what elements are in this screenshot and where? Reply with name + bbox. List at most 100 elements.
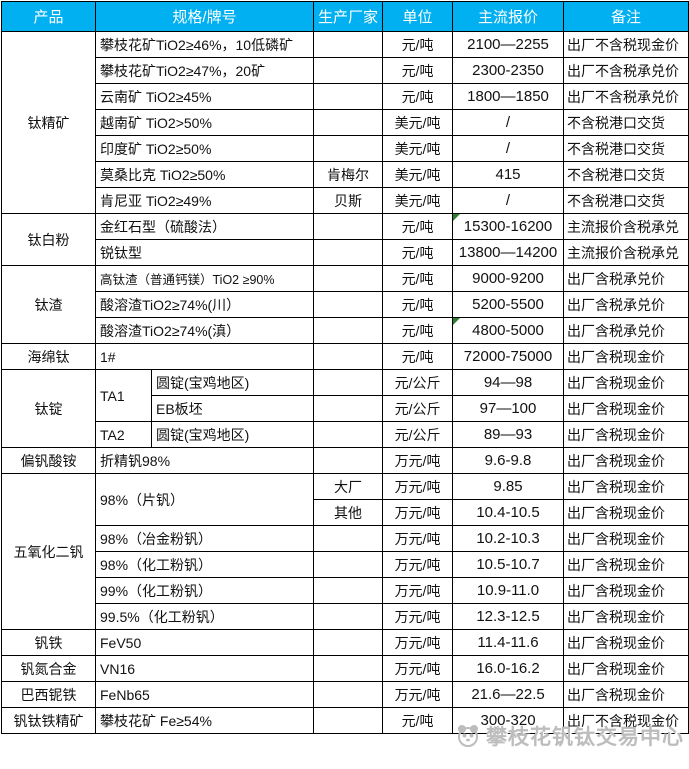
spec-cell: 高钛渣（普通钙镁）TiO2 ≥90% [94, 265, 315, 292]
table-row: 越南矿 TiO2>50% 美元/吨 / 不含税港口交货 [2, 109, 689, 136]
maker-cell [313, 551, 384, 578]
maker-cell [313, 421, 384, 448]
maker-cell [313, 213, 384, 240]
spec-cell: 酸溶渣TiO2≥74%(滇） [94, 317, 315, 344]
price-cell: 97—100 [452, 395, 565, 422]
price-cell: 10.5-10.7 [452, 551, 565, 578]
spec-grade-cell: TA2 [95, 421, 152, 448]
product-cell: 偏钒酸铵 [1, 447, 96, 474]
spec-form-cell: EB板坯 [150, 395, 315, 422]
note-cell: 出厂含税现金价 [563, 681, 689, 708]
maker-cell: 肯梅尔 [313, 161, 384, 188]
note-cell: 出厂含税现金价 [563, 395, 689, 422]
maker-cell: 贝斯 [313, 187, 384, 214]
watermark: 攀枝花钒钛交易中心 [455, 721, 684, 751]
maker-cell [313, 629, 384, 656]
maker-cell [313, 369, 384, 396]
spec-cell: 云南矿 TiO2≥45% [94, 83, 315, 110]
unit-cell: 万元/吨 [382, 525, 454, 552]
price-cell: 94—98 [452, 369, 565, 396]
note-cell: 出厂含税承兑价 [563, 291, 689, 318]
unit-cell: 万元/吨 [382, 655, 454, 682]
unit-cell: 万元/吨 [382, 499, 454, 526]
spec-cell: 1# [94, 343, 315, 370]
spec-cell: 折精钒98% [94, 447, 315, 474]
product-cell: 钛渣 [1, 265, 96, 344]
table-row: 肯尼亚 TiO2≥49% 贝斯 美元/吨 / 不含税港口交货 [2, 187, 689, 214]
spec-cell: 莫桑比克 TiO2≥50% [94, 161, 315, 188]
col-header-unit: 单位 [382, 1, 454, 32]
maker-cell [313, 343, 384, 370]
price-cell: 5200-5500 [452, 291, 565, 318]
table-row: 钒氮合金 VN16 万元/吨 16.0-16.2 出厂含税现金价 [1, 655, 689, 682]
table-row: 五氧化二钒 98%（片钒） 大厂 万元/吨 9.85 出厂含税现金价 [1, 473, 689, 630]
col-header-product: 产品 [1, 1, 96, 32]
unit-cell: 元/吨 [382, 291, 454, 318]
note-cell: 出厂不含税现金价 [563, 31, 689, 58]
price-cell: 15300-16200 [452, 213, 565, 240]
product-cell: 钛白粉 [1, 213, 96, 266]
table-row: 酸溶渣TiO2≥74%(滇） 元/吨 4800-5000 出厂含税承兑价 [2, 317, 689, 344]
table-row: 99%（化工粉钒） 万元/吨 10.9-11.0 出厂含税现金价 [2, 577, 689, 604]
note-cell: 出厂含税现金价 [563, 577, 689, 604]
unit-cell: 万元/吨 [382, 447, 454, 474]
maker-cell [313, 109, 384, 136]
unit-cell: 元/公斤 [382, 421, 454, 448]
table-row: 钛白粉 金红石型（硫酸法） 元/吨 15300-16200 主流报价含税承兑 [1, 213, 689, 266]
note-cell: 不含税港口交货 [563, 187, 689, 214]
note-cell: 出厂含税现金价 [563, 603, 689, 630]
maker-cell: 大厂 [313, 473, 384, 500]
spec-cell: 越南矿 TiO2>50% [94, 109, 315, 136]
product-cell: 五氧化二钒 [1, 473, 96, 630]
spec-form-cell: 圆锭(宝鸡地区) [150, 421, 315, 448]
price-cell: 9000-9200 [452, 265, 565, 292]
maker-cell [313, 577, 384, 604]
maker-cell [313, 317, 384, 344]
unit-cell: 元/吨 [382, 57, 454, 84]
spec-cell: 99.5%（化工粉钒） [94, 603, 315, 630]
spec-cell: VN16 [94, 655, 315, 682]
col-header-spec: 规格/牌号 [94, 1, 315, 32]
table-row: 钛渣 高钛渣（普通钙镁）TiO2 ≥90% 元/吨 9000-9200 出厂含税承兑价 [1, 265, 689, 344]
note-cell: 出厂不含税现金价 [563, 707, 689, 734]
unit-cell: 美元/吨 [382, 135, 454, 162]
maker-cell [313, 31, 384, 58]
table-row: 钒铁 FeV50 万元/吨 11.4-11.6 出厂含税现金价 [1, 629, 689, 656]
maker-cell [313, 57, 384, 84]
price-cell: 13800—14200 [452, 239, 565, 266]
unit-cell: 元/吨 [382, 213, 454, 240]
unit-cell: 元/吨 [382, 83, 454, 110]
unit-cell: 万元/吨 [382, 577, 454, 604]
price-cell: 21.6—22.5 [452, 681, 565, 708]
maker-cell [313, 707, 384, 734]
spec-cell: 酸溶渣TiO2≥74%(川） [94, 291, 315, 318]
spec-cell: 攀枝花矿TiO2≥47%，20矿 [94, 57, 315, 84]
spec-cell: 98%（冶金粉钒） [94, 525, 315, 552]
unit-cell: 万元/吨 [382, 629, 454, 656]
note-cell: 出厂含税现金价 [563, 525, 689, 552]
note-cell: 不含税港口交货 [563, 109, 689, 136]
table-row: 钛锭 TA1 圆锭(宝鸡地区) 元/公斤 94—98 出厂含税现金价 [1, 369, 689, 448]
maker-cell [313, 525, 384, 552]
price-cell: 89—93 [452, 421, 565, 448]
unit-cell: 万元/吨 [382, 603, 454, 630]
note-cell: 出厂含税承兑价 [563, 265, 689, 292]
price-cell: / [452, 135, 565, 162]
price-cell: 4800-5000 [452, 317, 565, 344]
price-cell: 10.4-10.5 [452, 499, 565, 526]
unit-cell: 元/吨 [382, 343, 454, 370]
note-cell: 不含税港口交货 [563, 161, 689, 188]
maker-cell [313, 83, 384, 110]
spec-cell: 锐钛型 [94, 239, 315, 266]
table-row: 98%（冶金粉钒） 万元/吨 10.2-10.3 出厂含税现金价 [2, 525, 689, 552]
note-cell: 主流报价含税承兑 [563, 213, 689, 240]
product-cell: 海绵钛 [1, 343, 96, 370]
product-cell: 钒铁 [1, 629, 96, 656]
maker-cell [313, 447, 384, 474]
spec-cell: FeV50 [94, 629, 315, 656]
unit-cell: 元/吨 [382, 239, 454, 266]
note-cell: 出厂含税现金价 [563, 551, 689, 578]
maker-cell [313, 291, 384, 318]
table-row: 锐钛型 元/吨 13800—14200 主流报价含税承兑 [2, 239, 689, 266]
table-header: 产品 规格/牌号 生产厂家 单位 主流报价 备注 [1, 1, 689, 32]
